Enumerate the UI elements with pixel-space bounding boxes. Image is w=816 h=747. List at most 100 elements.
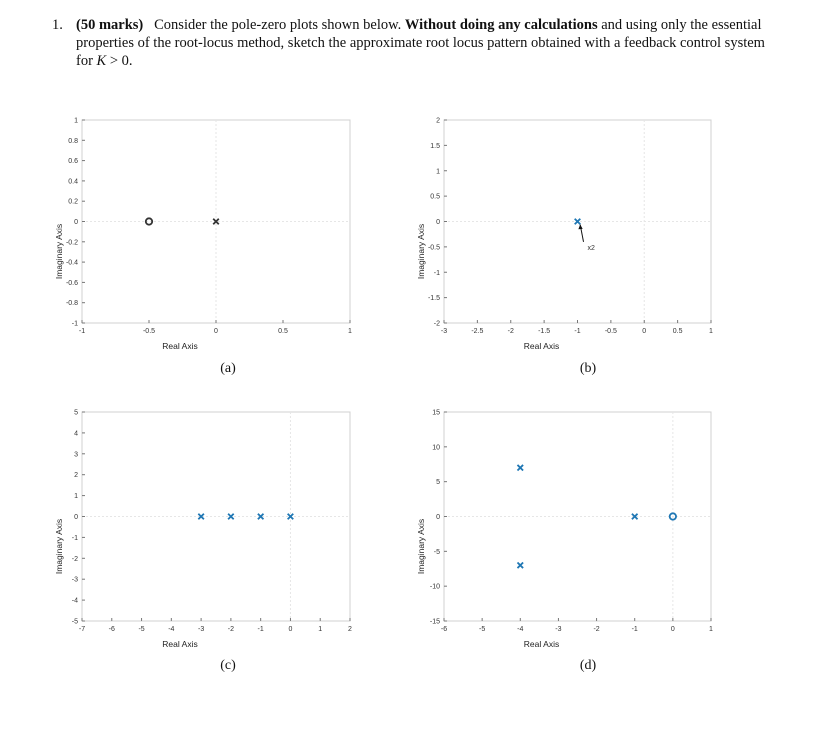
x-tick-label: 1 [709, 626, 713, 633]
x-tick-label: 2 [348, 626, 352, 633]
question-number: 1. [52, 17, 63, 33]
plot-c: -7 -6 -5 -4 -3 -2 -1 0 1 2 -5 -4 -3 -2 -1 0 1 2 3 4 5 Real Ax… [54, 410, 352, 674]
y-tick-label: -15 [430, 619, 440, 626]
x-tick-label: 0.5 [278, 328, 288, 335]
x-axis-label: Real Axis [162, 639, 197, 649]
y-tick-label: 2 [74, 472, 78, 479]
y-tick-label: -0.8 [66, 300, 78, 307]
y-tick-label: 0 [74, 219, 78, 226]
y-tick-label: 0 [436, 514, 440, 521]
pole-marker [257, 513, 265, 520]
y-axis-label: Imaginary Axis [54, 224, 64, 279]
x-tick-label: -5 [138, 626, 144, 633]
annotation-label: x2 [588, 245, 596, 252]
y-tick-label: 0.8 [68, 138, 78, 145]
y-tick-label: -4 [72, 598, 78, 605]
x-axis-label: Real Axis [524, 341, 559, 351]
x-tick-label: 1 [709, 328, 713, 335]
x-tick-label: -0.5 [605, 328, 617, 335]
x-tick-label: 0 [642, 328, 646, 335]
x-tick-label: -2 [593, 626, 599, 633]
pole-marker [516, 561, 524, 569]
x-tick-label: -1.5 [538, 328, 550, 335]
y-tick-label: -2 [72, 556, 78, 563]
question-text: 1. (50 marks) Consider the pole-zero plo… [52, 16, 772, 70]
x-tick-label: 1 [318, 626, 322, 633]
y-tick-label: -0.5 [428, 244, 440, 251]
x-tick-label: 0 [671, 626, 675, 633]
y-axis-label: Imaginary Axis [54, 519, 64, 574]
y-axis-label: Imaginary Axis [416, 519, 426, 574]
y-tick-label: 15 [432, 410, 440, 417]
y-tick-label: 1 [436, 168, 440, 175]
x-tick-label: -2 [508, 328, 514, 335]
plot-b: -3 -2.5 -2 -1.5 -1 -0.5 0 0.5 1 -2 -1.5 -1 -0.5 0 0.5 1… [416, 118, 713, 377]
x-tick-label: -4 [168, 626, 174, 633]
y-tick-label: 5 [74, 410, 78, 417]
x-tick-label: 0 [214, 328, 218, 335]
y-tick-label: -2 [434, 321, 440, 328]
x-tick-label: -1 [632, 626, 638, 633]
y-tick-label: -0.4 [66, 260, 78, 267]
question-marks: (50 marks) [76, 17, 144, 33]
y-tick-label: 1.5 [430, 143, 440, 150]
pole-marker [574, 218, 581, 225]
x-tick-label: -6 [441, 626, 447, 633]
annotation-arrow-head [578, 224, 583, 230]
y-tick-label: -0.2 [66, 239, 78, 246]
x-tick-label: -7 [79, 626, 85, 633]
y-tick-label: 1 [74, 118, 78, 125]
question-text-2: and using only the essential properties … [76, 17, 765, 69]
x-axis-label: Real Axis [524, 639, 559, 649]
y-tick-label: -1 [72, 535, 78, 542]
x-tick-label: -2 [228, 626, 234, 633]
question-condition-variable: K [96, 53, 107, 69]
y-tick-label: 10 [432, 444, 440, 451]
y-tick-label: 1 [74, 493, 78, 500]
pole-marker [227, 513, 235, 520]
y-tick-label: -1.5 [428, 295, 440, 302]
y-tick-label: 5 [436, 479, 440, 486]
y-tick-label: 0 [74, 514, 78, 521]
pole-marker [516, 464, 524, 472]
y-tick-label: -1 [72, 321, 78, 328]
y-tick-label: 0.5 [430, 194, 440, 201]
y-axis-label: Imaginary Axis [416, 224, 426, 279]
y-tick-label: 4 [74, 430, 78, 437]
x-tick-label: 0 [288, 626, 292, 633]
question-text-1: Consider the pole-zero plots shown below… [154, 17, 402, 33]
x-tick-label: -1 [574, 328, 580, 335]
plot-caption: (d) [580, 658, 597, 673]
x-tick-label: -3 [198, 626, 204, 633]
y-tick-label: -3 [72, 577, 78, 584]
plot-caption: (b) [580, 361, 597, 376]
pole-marker [212, 218, 220, 225]
y-tick-label: 0.6 [68, 158, 78, 165]
pole-marker [631, 513, 639, 520]
x-tick-label: -1 [79, 328, 85, 335]
y-tick-label: -1 [434, 270, 440, 277]
question-body: (50 marks) Consider the pole-zero plots … [76, 16, 772, 70]
x-tick-label: -4 [517, 626, 523, 633]
zero-marker [668, 512, 677, 521]
question-bold-phrase: Without doing any calculations [404, 17, 598, 33]
x-tick-label: -0.5 [143, 328, 155, 335]
y-tick-label: 0.4 [68, 178, 78, 185]
pole-marker [197, 513, 205, 520]
x-tick-label: -1 [258, 626, 264, 633]
y-tick-label: -0.6 [66, 280, 78, 287]
y-tick-label: 0 [436, 219, 440, 226]
y-tick-label: 2 [436, 118, 440, 125]
question-condition-rest: > 0. [109, 53, 133, 69]
plot-caption: (c) [220, 658, 236, 673]
plot-a: -1 -0.5 0 0.5 1 -1 -0.8 -0.6 -0.4 -0.2 0 0.2 0.4 0.6 0… [54, 118, 352, 377]
plot-caption: (a) [220, 361, 236, 376]
x-axis-label: Real Axis [162, 341, 197, 351]
x-tick-label: -5 [479, 626, 485, 633]
y-tick-label: -10 [430, 584, 440, 591]
x-tick-label: -3 [555, 626, 561, 633]
zero-marker [144, 217, 154, 226]
y-tick-label: -5 [72, 619, 78, 626]
